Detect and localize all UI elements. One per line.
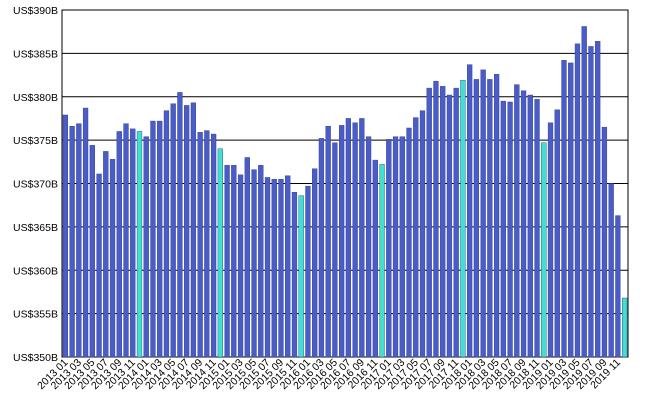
- bar: [507, 101, 513, 358]
- bar: [446, 94, 453, 358]
- y-tick-label: US$375B: [13, 135, 58, 147]
- bar: [608, 183, 614, 358]
- bar: [372, 159, 378, 358]
- bar: [325, 126, 331, 358]
- bar: [224, 165, 230, 358]
- bar: [96, 173, 102, 358]
- bar: [622, 297, 628, 358]
- bar: [487, 79, 493, 358]
- bar: [453, 87, 459, 358]
- bar: [170, 103, 176, 358]
- bar: [440, 86, 446, 358]
- bar: [76, 123, 82, 358]
- bar: [339, 125, 345, 358]
- bar: [359, 118, 365, 358]
- bar: [285, 175, 291, 358]
- bar: [554, 109, 560, 358]
- bar: [379, 164, 385, 358]
- bar: [345, 118, 351, 358]
- y-tick-label: US$355B: [13, 309, 58, 321]
- bar: [123, 123, 129, 358]
- bar: [332, 142, 338, 358]
- bar: [595, 41, 601, 358]
- y-tick-label: US$360B: [13, 265, 58, 277]
- bar: [116, 131, 122, 358]
- bar: [601, 126, 608, 358]
- bar: [298, 195, 304, 358]
- bar: [258, 165, 264, 358]
- bar: [426, 87, 432, 358]
- bar: [197, 132, 203, 358]
- bar: [392, 136, 399, 358]
- bar: [433, 80, 439, 358]
- y-tick-label: US$385B: [13, 48, 58, 60]
- bar: [615, 215, 621, 358]
- bar: [581, 26, 587, 358]
- bar: [541, 142, 547, 358]
- y-tick-label: US$390B: [13, 5, 58, 17]
- bar: [89, 145, 95, 358]
- bar: [305, 185, 311, 358]
- bar: [534, 99, 540, 358]
- bar: [177, 92, 183, 358]
- bar: [291, 191, 298, 358]
- y-tick-label: US$365B: [13, 222, 58, 234]
- bar: [278, 178, 284, 358]
- bar: [136, 131, 143, 358]
- bar: [163, 110, 170, 358]
- bar: [493, 73, 500, 358]
- bar: [157, 120, 163, 358]
- bar: [318, 138, 325, 358]
- bar: [264, 177, 271, 358]
- bar: [271, 178, 277, 358]
- bar: [520, 90, 527, 358]
- bar: [109, 159, 116, 358]
- y-tick-label: US$370B: [13, 179, 58, 191]
- bar: [467, 64, 473, 358]
- bar: [103, 151, 109, 358]
- bar: [204, 130, 210, 358]
- bar: [413, 117, 419, 358]
- bar: [237, 174, 244, 358]
- bar: [561, 60, 567, 358]
- bar: [82, 107, 89, 358]
- bar: [500, 100, 506, 358]
- bar: [365, 136, 372, 358]
- bar: [480, 69, 486, 358]
- bar: [588, 46, 594, 358]
- bar: [399, 136, 405, 358]
- bar: [62, 114, 68, 358]
- y-tick-label: US$350B: [13, 352, 58, 364]
- bar: [547, 122, 554, 358]
- bar: [231, 165, 237, 358]
- bar: [190, 102, 197, 358]
- bar: [460, 80, 466, 358]
- bar: [574, 43, 581, 358]
- bar: [69, 126, 75, 358]
- bar: [184, 105, 190, 358]
- bar: [130, 128, 136, 358]
- bar: [406, 127, 412, 358]
- bar: [244, 157, 250, 358]
- bar: [352, 122, 358, 358]
- bar: [210, 133, 217, 358]
- y-tick-label: US$380B: [13, 92, 58, 104]
- bar: [419, 110, 426, 358]
- bar: [217, 148, 223, 358]
- bar: [568, 62, 574, 358]
- bar: [386, 139, 392, 358]
- bar: [312, 168, 318, 358]
- bar: [527, 94, 533, 358]
- bar: [251, 169, 257, 358]
- bar: [514, 84, 520, 358]
- bar: [473, 79, 480, 358]
- bar: [143, 136, 149, 358]
- bar: [150, 120, 156, 358]
